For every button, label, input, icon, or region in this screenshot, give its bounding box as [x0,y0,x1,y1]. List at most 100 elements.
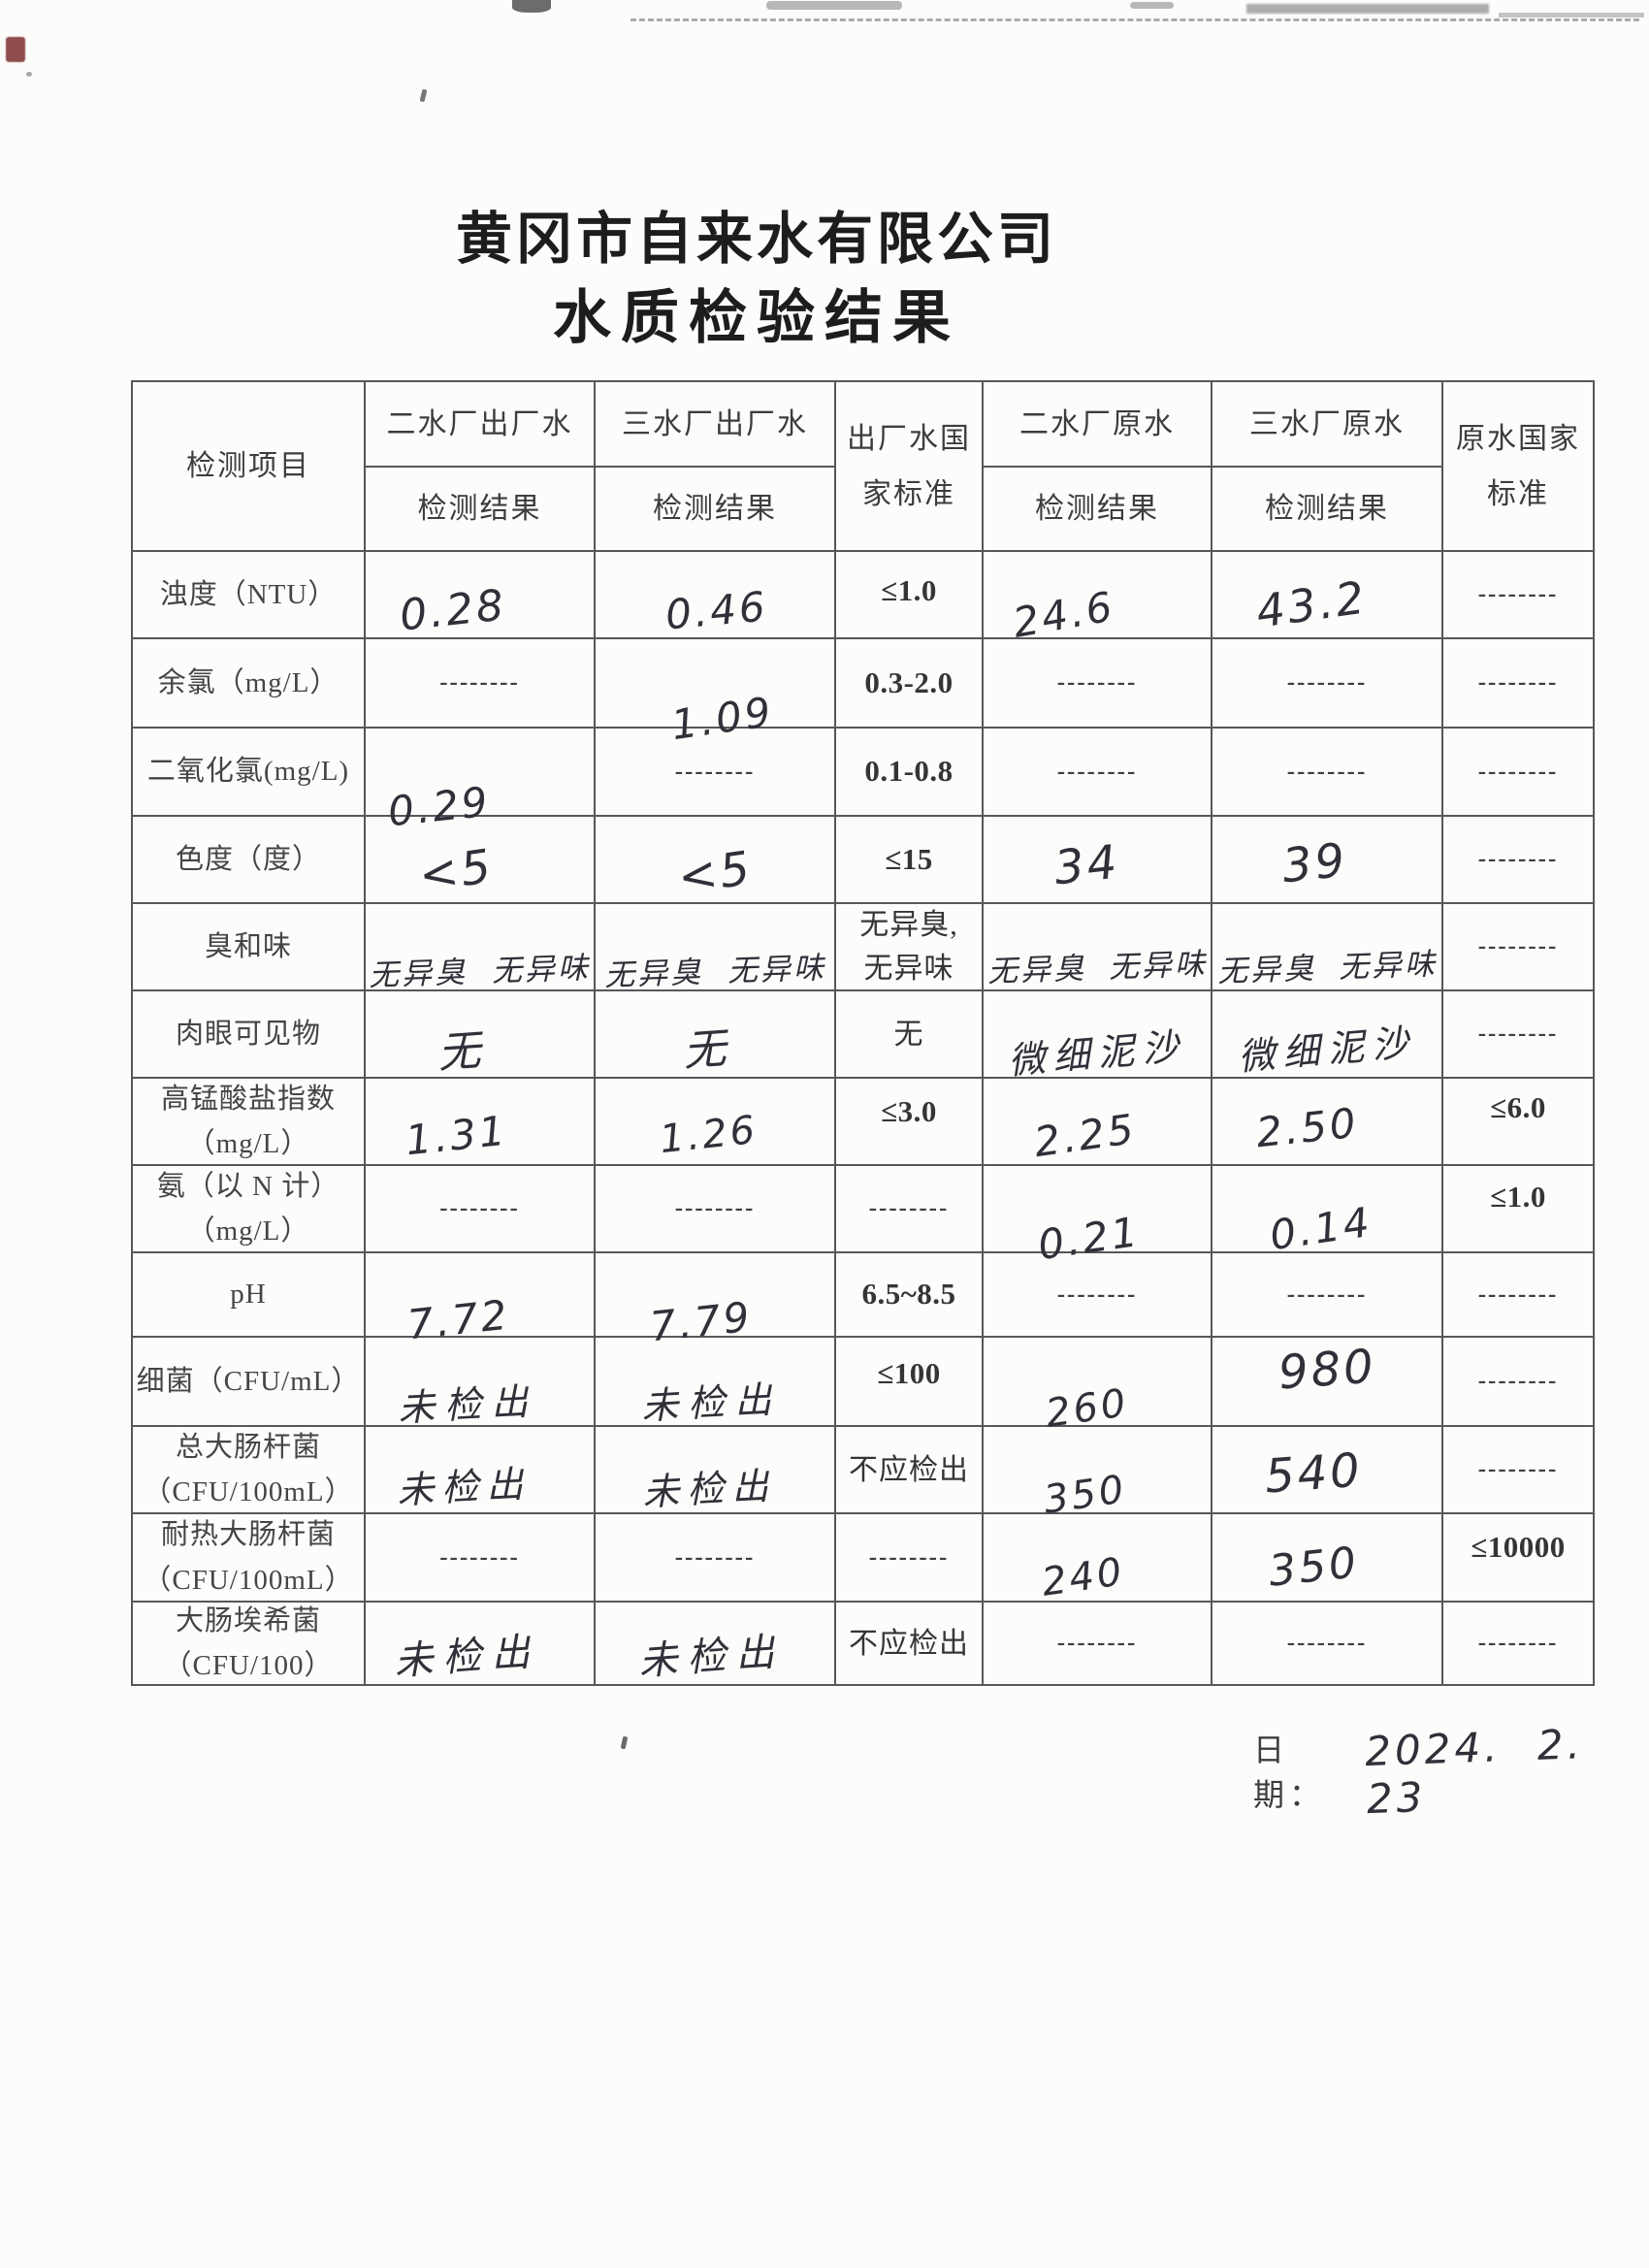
table-cell: 未检出 [596,1338,836,1427]
scan-artifact [1499,13,1644,17]
row-label: 高锰酸盐指数 （mg/L） [160,1083,336,1159]
scan-speck [620,1735,629,1750]
table-cell: -------- [1443,991,1595,1079]
standard-value: ≤10000 [1471,1530,1566,1565]
table-cell: 350 [1212,1514,1443,1603]
table-cell: 43.2 [1212,552,1443,639]
row-label: pH [230,1279,267,1311]
date-label: 日期： [1253,1733,1326,1812]
row-label-cell: 浊度（NTU） [133,552,366,639]
table-cell: -------- [1212,1603,1443,1686]
row-label-cell: 二氧化氯(mg/L) [133,729,366,817]
row-label: 大肠埃希菌 （CFU/100） [163,1604,334,1681]
column-header: 三水厂原水 [1249,407,1405,440]
table-cell: -------- [1443,1603,1595,1686]
table-cell: -------- [366,639,596,729]
table-cell: 2.50 [1212,1079,1443,1166]
table-cell: 0.21 [984,1166,1212,1269]
scan-speck [26,72,32,77]
handwritten-value: 2.25 [1031,1104,1140,1166]
dash-placeholder: -------- [1477,933,1559,959]
table-cell: -------- [366,1514,596,1603]
table-cell: -------- [366,1166,596,1253]
column-header: 出厂水国 家标准 [847,422,971,510]
standard-value: 0.1-0.8 [864,754,954,789]
table-cell: <5 [596,817,836,906]
dash-placeholder: -------- [1477,1021,1559,1047]
dash-placeholder: -------- [1477,581,1559,607]
table-cell: 1.31 [366,1079,596,1166]
table-cell: ≤6.0 [1443,1079,1595,1166]
scan-speck [419,88,428,103]
table-cell: 未检出 [596,1603,836,1686]
handwritten-value: 0.14 [1267,1197,1375,1259]
row-label-cell: 耐热大肠杆菌 （CFU/100mL） [133,1514,366,1603]
dash-placeholder: -------- [1477,1368,1559,1394]
row-label-cell: 高锰酸盐指数 （mg/L） [133,1079,366,1166]
table-cell: 7.72 [366,1253,596,1348]
row-label-cell: pH [133,1253,366,1338]
row-label: 细菌（CFU/mL） [136,1365,361,1397]
row-label: 色度（度） [175,843,321,875]
header-cell-result: 检测结果 [984,468,1212,552]
standard-value: ≤1.0 [881,572,937,607]
table-cell: 2.25 [984,1079,1212,1166]
row-label: 二氧化氯(mg/L) [146,756,350,788]
handwritten-value: 无异臭 无异味 [368,950,592,993]
table-cell: -------- [836,1514,984,1603]
table-cell: 540 [1212,1427,1443,1514]
report-title: 水质检验结果 [553,285,960,350]
standard-value: 不应检出 [849,1627,969,1660]
dash-placeholder: -------- [1477,758,1559,785]
table-cell: -------- [596,1514,836,1603]
date-line: 日期： 2024. 2. 23 [1253,1720,1649,1823]
row-label-cell: 色度（度） [133,817,366,904]
standard-value: 无 [893,1018,924,1051]
dash-placeholder: -------- [674,758,756,785]
column-header: 检测项目 [186,450,310,482]
table-cell: 无 [366,991,596,1079]
row-label-cell: 余氯（mg/L） [133,639,366,729]
table-cell: 260 [984,1338,1212,1437]
table-cell: 无异臭 无异味 [366,904,596,993]
red-ink-mark [6,37,25,62]
company-name: 黄冈市自来水有限公司 [455,208,1057,271]
handwritten-value: 未检出 [396,1461,533,1512]
table-cell: 39 [1212,817,1443,904]
table-cell: 无异臭 无异味 [984,904,1212,991]
handwritten-value: 未检出 [640,1377,783,1428]
handwritten-value: 2.50 [1253,1098,1362,1156]
standard-value: ≤6.0 [1490,1089,1546,1124]
header-cell-group: 二水厂出厂水 [366,382,596,468]
table-cell: ≤1.0 [1443,1166,1595,1253]
column-header: 二水厂原水 [1019,407,1175,440]
column-header: 检测结果 [1265,493,1389,525]
row-label-cell: 细菌（CFU/mL） [133,1338,366,1427]
row-label: 臭和味 [204,930,292,962]
handwritten-value: 无异臭 无异味 [1216,946,1439,989]
document-title: 黄冈市自来水有限公司 水质检验结果 [0,211,1513,347]
table-cell: 无异臭, 无异味 [836,904,984,991]
row-label: 肉眼可见物 [175,1018,321,1050]
column-header: 检测结果 [1035,493,1159,525]
handwritten-value: 43.2 [1252,570,1371,638]
row-label-cell: 肉眼可见物 [133,991,366,1079]
table-cell: -------- [1212,1253,1443,1338]
handwritten-value: 24.6 [1009,581,1119,647]
handwritten-value: <5 [674,840,756,906]
dash-placeholder: -------- [1477,1456,1559,1482]
table-cell: -------- [984,1603,1212,1686]
standard-value: 6.5~8.5 [861,1277,956,1312]
handwritten-value: 980 [1276,1339,1378,1401]
dash-placeholder: -------- [1286,758,1368,785]
row-label-cell: 氨（以 N 计） （mg/L） [133,1166,366,1253]
dash-placeholder: -------- [868,1543,950,1571]
standard-value: ≤1.0 [1490,1179,1546,1214]
handwritten-value: 未检出 [636,1629,786,1685]
handwritten-value: 240 [1039,1548,1128,1605]
column-header: 原水国家 标准 [1456,422,1580,510]
table-cell: 不应检出 [836,1603,984,1686]
header-cell-group: 三水厂原水 [1212,382,1443,468]
handwritten-value: <5 [415,838,498,904]
